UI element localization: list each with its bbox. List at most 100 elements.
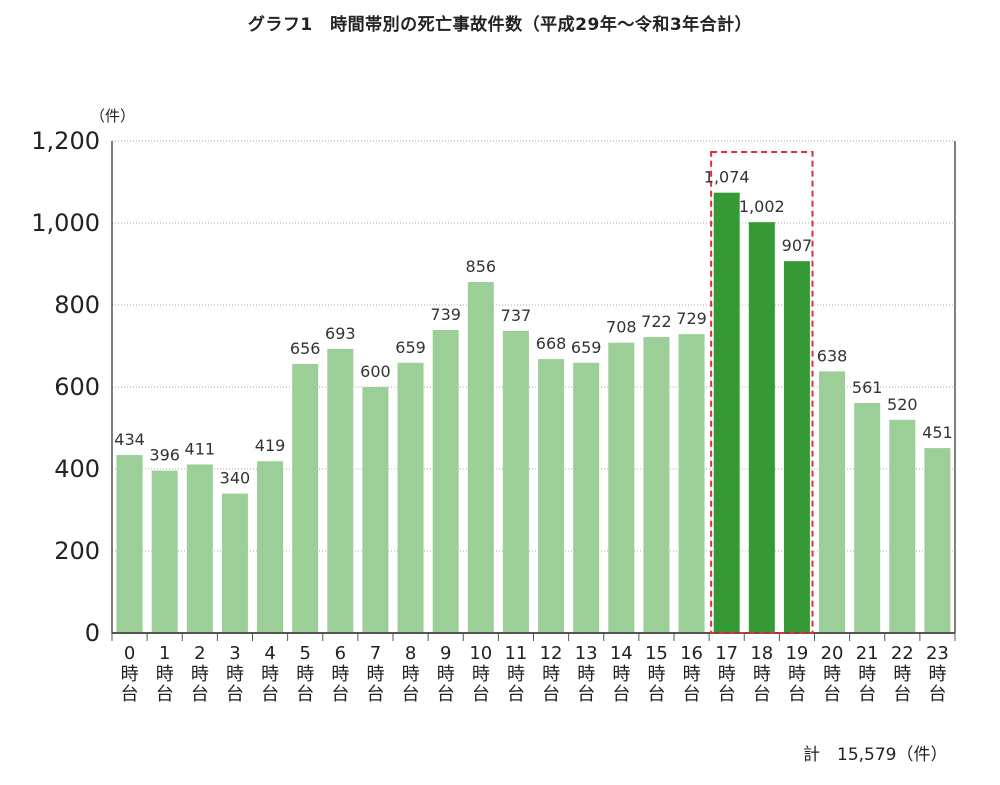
labels: 02004006008001,0001,200（件）4340時台3961時台41… [31, 107, 952, 705]
value-label: 520 [887, 395, 918, 414]
value-label: 451 [922, 423, 953, 442]
value-label: 638 [817, 346, 848, 365]
x-category-suffix: 時 [402, 664, 420, 685]
value-label: 1,002 [739, 197, 785, 216]
bar-17 [713, 192, 740, 633]
x-category-suffix: 台 [858, 684, 876, 705]
x-category-suffix: 台 [507, 684, 525, 705]
value-label: 656 [290, 339, 321, 358]
value-label: 340 [220, 469, 251, 488]
bars [116, 192, 951, 633]
x-category-suffix: 台 [893, 684, 911, 705]
x-category-suffix: 時 [718, 664, 736, 685]
highlight-box [710, 151, 814, 634]
value-label: 411 [185, 439, 216, 458]
value-label: 1,074 [704, 168, 750, 187]
x-category-number: 10 [469, 643, 492, 664]
x-category-suffix: 時 [893, 664, 911, 685]
chart-title: グラフ1 時間帯別の死亡事故件数（平成29年～令和3年合計） [247, 15, 753, 35]
x-category-number: 12 [540, 643, 563, 664]
x-category-suffix: 台 [718, 684, 736, 705]
x-category-number: 9 [440, 643, 451, 664]
x-category-number: 8 [405, 643, 416, 664]
x-category-number: 2 [194, 643, 205, 664]
y-tick-label: 800 [54, 291, 100, 319]
x-category-suffix: 台 [612, 684, 630, 705]
value-label: 708 [606, 318, 637, 337]
bar-22 [889, 419, 916, 633]
bar-1 [151, 470, 178, 633]
x-category-number: 20 [821, 643, 844, 664]
x-category-suffix: 台 [226, 684, 244, 705]
x-category-number: 13 [575, 643, 598, 664]
bar-15 [643, 336, 670, 633]
x-category-suffix: 時 [542, 664, 560, 685]
y-tick-label: 0 [85, 619, 100, 647]
bar-0 [116, 455, 143, 633]
x-category-number: 17 [715, 643, 738, 664]
x-category-number: 21 [856, 643, 879, 664]
value-label: 434 [114, 430, 145, 449]
x-category-number: 19 [785, 643, 808, 664]
x-category-suffix: 時 [577, 664, 595, 685]
x-category-suffix: 時 [191, 664, 209, 685]
x-category-suffix: 時 [823, 664, 841, 685]
x-category-suffix: 台 [191, 684, 209, 705]
x-category-suffix: 台 [296, 684, 314, 705]
x-category-suffix: 台 [928, 684, 946, 705]
x-category-suffix: 時 [683, 664, 701, 685]
value-label: 737 [501, 306, 532, 325]
x-category-suffix: 台 [542, 684, 560, 705]
x-category-suffix: 時 [788, 664, 806, 685]
x-category-number: 4 [264, 643, 275, 664]
x-category-suffix: 台 [261, 684, 279, 705]
x-category-suffix: 台 [788, 684, 806, 705]
bar-20 [819, 371, 846, 633]
x-category-suffix: 時 [858, 664, 876, 685]
x-category-suffix: 時 [507, 664, 525, 685]
x-category-suffix: 時 [928, 664, 946, 685]
x-category-suffix: 時 [612, 664, 630, 685]
gridlines [112, 140, 955, 552]
value-label: 907 [782, 236, 813, 255]
y-tick-label: 600 [54, 373, 100, 401]
x-category-suffix: 時 [647, 664, 665, 685]
x-category-number: 7 [370, 643, 381, 664]
x-category-suffix: 時 [366, 664, 384, 685]
x-category-number: 1 [159, 643, 170, 664]
bar-9 [432, 330, 459, 633]
bar-7 [362, 387, 389, 633]
value-label: 856 [466, 257, 497, 276]
bar-8 [397, 362, 424, 633]
bar-19 [783, 261, 810, 633]
total-annotation: 計 15,579（件） [803, 745, 948, 765]
x-category-number: 5 [299, 643, 310, 664]
x-category-number: 14 [610, 643, 633, 664]
bar-14 [608, 342, 635, 633]
x-category-number: 16 [680, 643, 703, 664]
x-category-suffix: 時 [331, 664, 349, 685]
x-category-suffix: 台 [577, 684, 595, 705]
x-category-suffix: 時 [226, 664, 244, 685]
x-category-suffix: 台 [156, 684, 174, 705]
y-tick-label: 400 [54, 455, 100, 483]
y-tick-label: 1,200 [31, 127, 100, 155]
bar-18 [748, 222, 775, 633]
value-label: 600 [360, 362, 391, 381]
bar-3 [221, 493, 248, 633]
value-label: 419 [255, 436, 286, 455]
bar-5 [292, 364, 319, 633]
x-category-number: 0 [124, 643, 135, 664]
x-category-suffix: 時 [261, 664, 279, 685]
x-category-suffix: 時 [472, 664, 490, 685]
bar-6 [327, 348, 354, 633]
y-tick-label: 200 [54, 537, 100, 565]
x-category-suffix: 台 [823, 684, 841, 705]
x-category-suffix: 時 [296, 664, 314, 685]
x-category-number: 23 [926, 643, 949, 664]
y-tick-label: 1,000 [31, 209, 100, 237]
bar-16 [678, 334, 705, 633]
x-category-suffix: 時 [437, 664, 455, 685]
bar-4 [257, 461, 284, 633]
